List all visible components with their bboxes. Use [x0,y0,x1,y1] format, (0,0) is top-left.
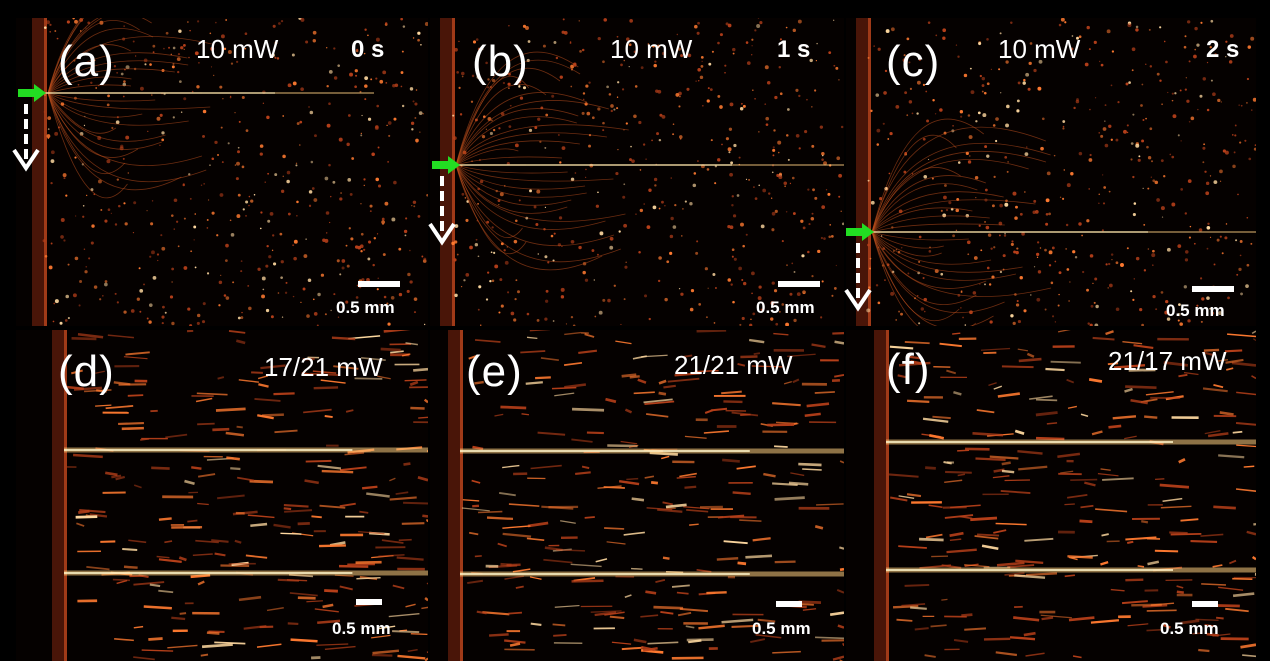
panel-b-scale-label: 0.5 mm [756,298,815,317]
panel-e: (e) 21/21 mW 0.5 mm [430,330,844,661]
panel-a: (a) 10 mW 0 s 0.5 mm [16,18,428,326]
panel-f: (f) 21/17 mW 0.5 mm [846,330,1256,661]
panel-c: (c) 10 mW 2 s 0.5 mm [846,18,1256,326]
panel-c-scale-label: 0.5 mm [1166,301,1225,320]
panel-c-power: 10 mW [998,34,1081,64]
panel-f-label: (f) [886,345,931,394]
panel-e-label: (e) [466,347,523,396]
panel-b-scalebar [778,281,820,287]
panel-a-label: (a) [58,37,115,86]
panel-f-scale-label: 0.5 mm [1160,619,1219,638]
panel-d: (d) 17/21 mW 0.5 mm [16,330,428,661]
panel-d-image [52,330,428,661]
panel-f-scalebar [1192,601,1218,607]
panel-a-power: 10 mW [196,34,279,64]
panel-c-time: 2 s [1206,36,1240,63]
panel-a-scale-label: 0.5 mm [336,298,395,317]
panel-e-scalebar [776,601,802,607]
panel-d-scale-label: 0.5 mm [332,619,391,638]
panel-a-image [32,18,428,326]
panel-a-time: 0 s [351,36,385,63]
panel-a-scalebar [358,281,400,287]
panel-b-label: (b) [472,37,529,86]
panel-c-scalebar [1192,286,1234,292]
panel-c-label: (c) [886,37,941,86]
panel-e-power: 21/21 mW [674,350,793,380]
panel-e-scale-label: 0.5 mm [752,619,811,638]
panel-b: (b) 10 mW 1 s 0.5 mm [430,18,844,326]
panel-e-image [448,330,844,661]
panel-d-label: (d) [58,347,115,396]
panel-f-image [874,330,1256,661]
panel-f-power: 21/17 mW [1108,346,1227,376]
panel-d-power: 17/21 mW [264,352,383,382]
panel-d-scalebar [356,599,382,605]
panel-b-time: 1 s [777,36,811,63]
panel-b-power: 10 mW [610,34,693,64]
